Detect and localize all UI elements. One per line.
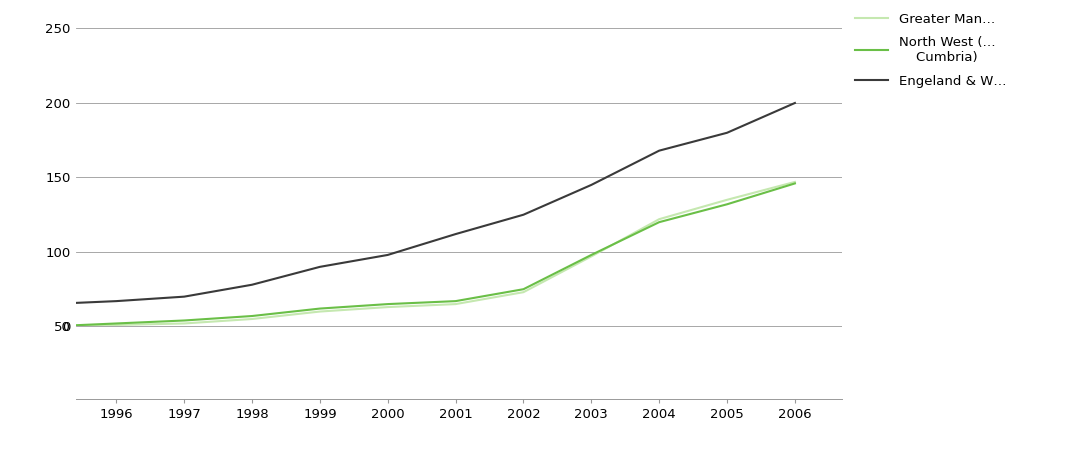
North West (…
    Cumbria) [585,252,598,258]
North West (…
    Cumbria) [313,306,326,311]
Greater Man… [42,324,55,329]
North West (…
    Cumbria) [449,299,462,304]
Greater Man… [313,309,326,314]
Engeland & W… [788,100,801,106]
North West (…
    Cumbria) [720,202,733,207]
Greater Man… [381,304,394,310]
Legend: Greater Man…, North West (…
    Cumbria), Engeland & W…: Greater Man…, North West (… Cumbria), En… [850,7,1012,93]
Greater Man… [110,322,123,328]
North West (…
    Cumbria) [110,321,123,326]
North West (…
    Cumbria) [245,313,258,319]
Line: Engeland & W…: Engeland & W… [49,103,795,304]
North West (…
    Cumbria) [42,324,55,329]
Greater Man… [720,197,733,202]
Greater Man… [788,179,801,185]
Greater Man… [178,321,191,326]
Engeland & W… [245,282,258,288]
Engeland & W… [652,148,665,154]
Engeland & W… [110,299,123,304]
Greater Man… [652,217,665,222]
North West (…
    Cumbria) [381,301,394,307]
North West (…
    Cumbria) [788,181,801,186]
Engeland & W… [42,301,55,307]
Engeland & W… [381,252,394,258]
Engeland & W… [585,182,598,188]
Engeland & W… [178,294,191,299]
Greater Man… [585,254,598,259]
Line: Greater Man…: Greater Man… [49,182,795,327]
Engeland & W… [449,231,462,237]
Line: North West (…
    Cumbria): North West (… Cumbria) [49,183,795,327]
Greater Man… [245,316,258,322]
Greater Man… [517,289,530,295]
Engeland & W… [517,212,530,217]
North West (…
    Cumbria) [652,219,665,225]
North West (…
    Cumbria) [178,318,191,323]
North West (…
    Cumbria) [517,286,530,292]
Engeland & W… [720,130,733,135]
Greater Man… [449,301,462,307]
Engeland & W… [313,264,326,270]
